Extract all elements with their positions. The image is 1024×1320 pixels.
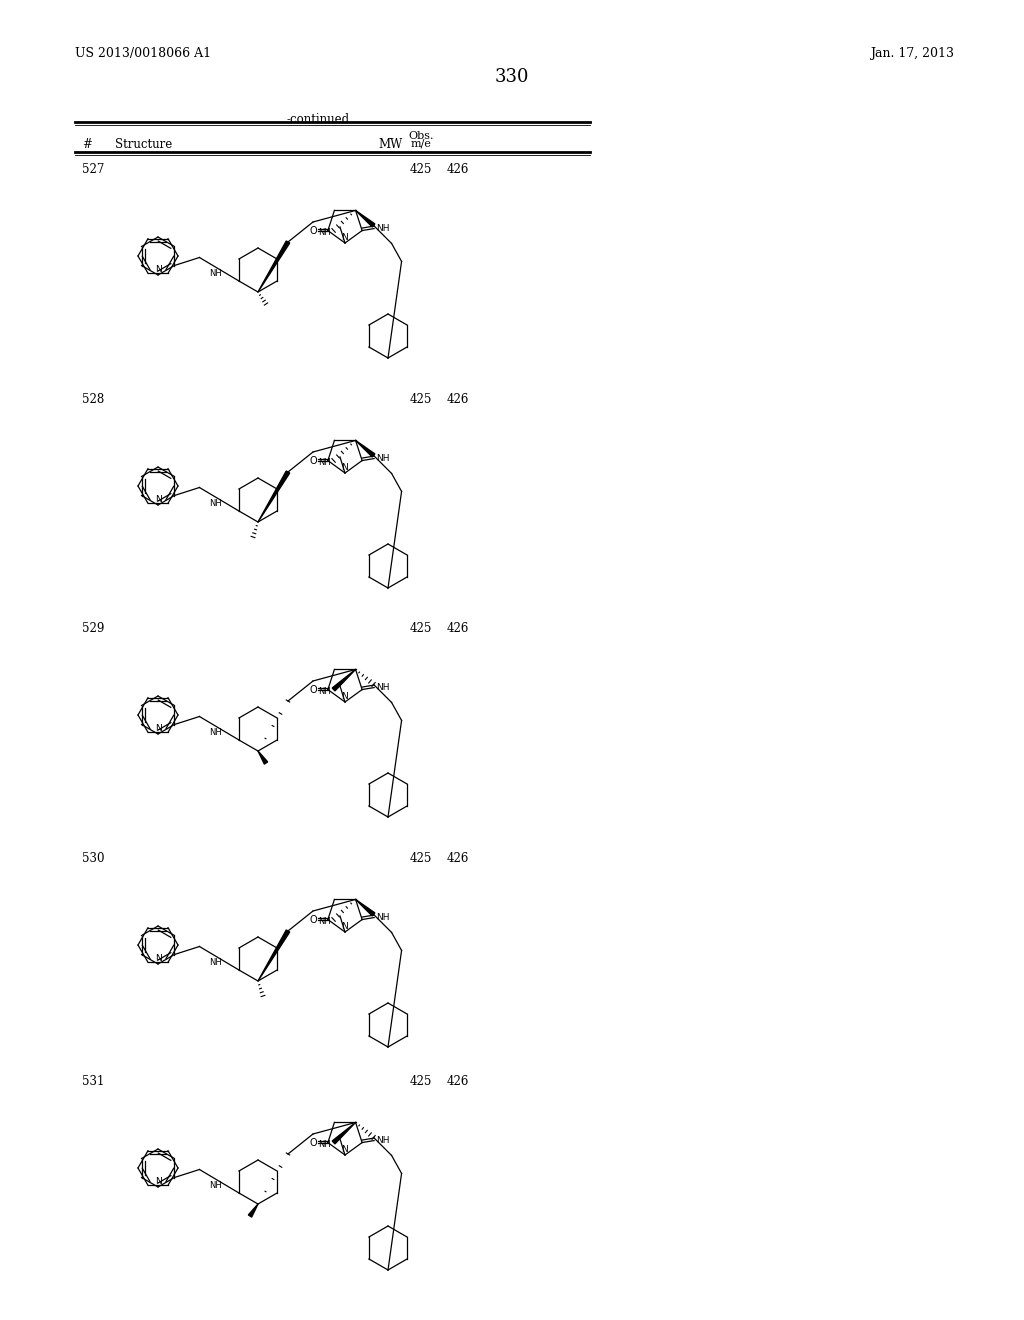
Text: NH: NH [317,917,331,925]
Text: US 2013/0018066 A1: US 2013/0018066 A1 [75,48,211,59]
Text: N: N [342,463,348,473]
Text: 425: 425 [410,1074,432,1088]
Text: NH: NH [376,454,389,463]
Polygon shape [258,242,290,292]
Text: O: O [309,455,316,466]
Text: O: O [309,1138,316,1147]
Polygon shape [249,1204,258,1217]
Text: N: N [155,265,162,275]
Text: 528: 528 [82,393,104,407]
Text: 426: 426 [447,851,469,865]
Text: O: O [309,226,316,235]
Polygon shape [332,669,355,690]
Text: N: N [155,954,162,964]
Text: 425: 425 [410,622,432,635]
Text: #: # [82,139,92,150]
Polygon shape [355,210,375,227]
Text: NH: NH [317,686,331,696]
Text: Structure: Structure [115,139,172,150]
Polygon shape [258,471,290,521]
Text: 531: 531 [82,1074,104,1088]
Polygon shape [355,899,375,916]
Text: MW: MW [378,139,402,150]
Text: N: N [155,495,162,504]
Text: N: N [155,723,162,733]
Text: NH: NH [376,224,389,234]
Text: NH: NH [209,727,221,737]
Polygon shape [258,931,290,981]
Text: 426: 426 [447,1074,469,1088]
Text: NH: NH [209,958,221,966]
Text: 527: 527 [82,162,104,176]
Text: NH: NH [317,458,331,467]
Text: 426: 426 [447,162,469,176]
Text: NH: NH [209,1181,221,1189]
Text: 425: 425 [410,393,432,407]
Text: Obs.: Obs. [408,131,433,141]
Text: 530: 530 [82,851,104,865]
Text: NH: NH [376,682,389,692]
Polygon shape [258,751,267,764]
Text: 426: 426 [447,622,469,635]
Text: O: O [309,685,316,694]
Text: NH: NH [376,1137,389,1144]
Text: O: O [309,915,316,924]
Text: 426: 426 [447,393,469,407]
Text: N: N [342,234,348,242]
Text: NH: NH [209,499,221,508]
Text: 529: 529 [82,622,104,635]
Text: 425: 425 [410,162,432,176]
Text: 425: 425 [410,851,432,865]
Text: N: N [342,921,348,931]
Polygon shape [332,1122,355,1144]
Text: N: N [342,1144,348,1154]
Text: -continued: -continued [287,114,349,125]
Polygon shape [355,441,375,457]
Text: N: N [155,1177,162,1185]
Text: 330: 330 [495,69,529,86]
Text: NH: NH [317,1140,331,1148]
Text: m/e: m/e [411,139,432,149]
Text: NH: NH [317,228,331,236]
Text: NH: NH [209,269,221,277]
Text: NH: NH [376,913,389,923]
Text: N: N [342,692,348,701]
Text: Jan. 17, 2013: Jan. 17, 2013 [870,48,954,59]
